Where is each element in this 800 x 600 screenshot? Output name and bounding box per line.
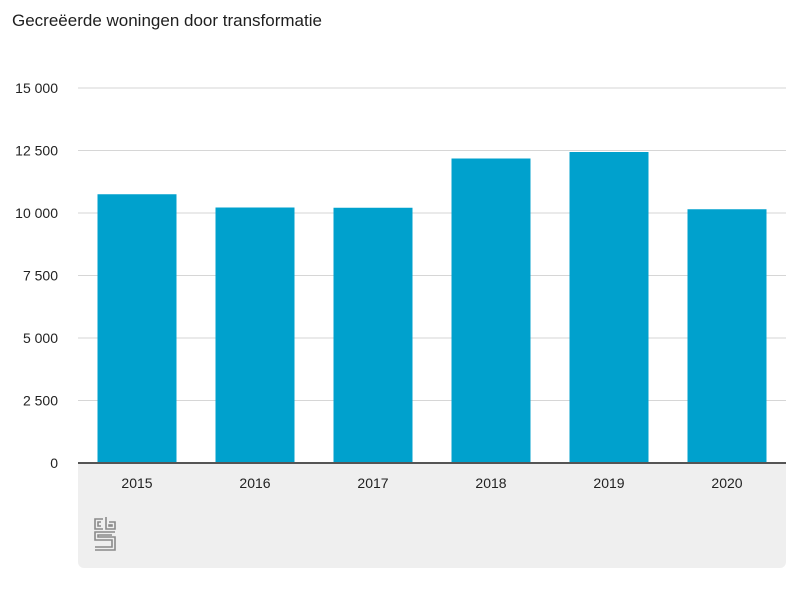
bar-2018 [451, 158, 531, 463]
bar-2015 [97, 194, 177, 463]
y-tick-label: 12 500 [15, 143, 58, 159]
x-tick-label: 2018 [475, 475, 506, 491]
y-tick-label: 10 000 [15, 205, 58, 221]
y-tick-label: 5 000 [23, 330, 58, 346]
x-tick-label: 2020 [711, 475, 742, 491]
y-axis-tick-labels: 0 2 500 5 000 7 500 10 000 12 500 15 000 [15, 80, 58, 471]
x-tick-label: 2019 [593, 475, 624, 491]
gridlines [78, 87, 786, 401]
bar-2016 [215, 207, 295, 463]
cbs-logo-icon [94, 517, 116, 551]
y-tick-label: 7 500 [23, 268, 58, 284]
bar-2020 [687, 209, 767, 463]
y-tick-label: 0 [50, 455, 58, 471]
bar-2017 [333, 207, 413, 463]
bars [97, 152, 767, 463]
x-axis-footer-panel [78, 463, 786, 568]
x-axis-tick-labels: 2015 2016 2017 2018 2019 2020 [121, 475, 742, 491]
bar-2019 [569, 152, 649, 463]
x-tick-label: 2017 [357, 475, 388, 491]
x-tick-label: 2015 [121, 475, 152, 491]
x-tick-label: 2016 [239, 475, 270, 491]
chart-title: Gecreëerde woningen door transformatie [12, 11, 322, 30]
y-tick-label: 15 000 [15, 80, 58, 96]
y-tick-label: 2 500 [23, 393, 58, 409]
